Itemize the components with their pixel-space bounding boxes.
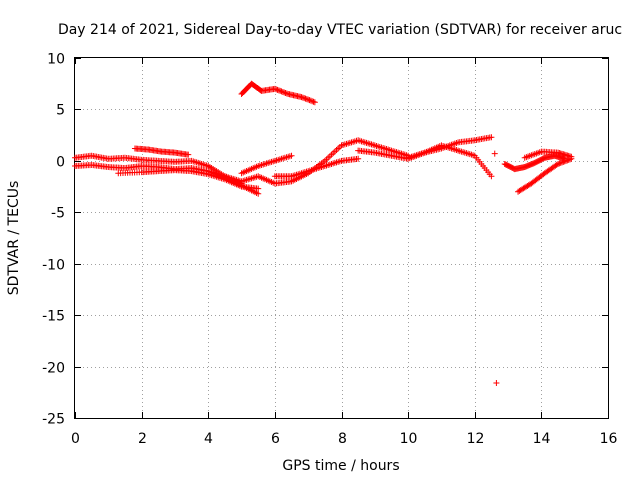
data-point bbox=[255, 185, 262, 192]
data-point bbox=[553, 161, 560, 168]
series-outliers bbox=[491, 150, 500, 387]
data-point bbox=[556, 160, 563, 167]
data-point bbox=[488, 134, 495, 141]
data-point bbox=[283, 90, 290, 97]
data-points bbox=[72, 80, 575, 387]
plot-frame bbox=[74, 57, 609, 419]
data-point bbox=[557, 159, 564, 166]
x-tick-label: 6 bbox=[271, 431, 280, 447]
x-axis-label: GPS time / hours bbox=[282, 458, 399, 474]
data-point bbox=[277, 87, 284, 94]
series-track-g bbox=[271, 155, 362, 180]
data-point bbox=[301, 95, 308, 102]
data-point bbox=[488, 173, 495, 180]
data-point bbox=[493, 380, 500, 387]
x-tick-label: 10 bbox=[400, 431, 418, 447]
axis-ticks bbox=[75, 58, 609, 419]
series-track-j bbox=[405, 142, 495, 180]
data-point bbox=[305, 96, 312, 103]
data-point bbox=[299, 94, 306, 101]
data-point bbox=[298, 94, 305, 101]
series-track-m bbox=[521, 148, 575, 161]
y-tick-label: 0 bbox=[56, 155, 65, 171]
data-point bbox=[568, 153, 575, 160]
data-point bbox=[273, 86, 280, 93]
x-tick-label: 12 bbox=[467, 431, 485, 447]
y-tick-labels: -25 -20 -15 -10 -5 0 5 10 bbox=[42, 52, 65, 428]
series-track-e bbox=[221, 137, 412, 187]
data-point bbox=[306, 97, 313, 104]
data-point bbox=[185, 151, 192, 158]
data-point bbox=[255, 190, 262, 197]
y-tick-label: -20 bbox=[42, 361, 65, 377]
data-point bbox=[491, 150, 498, 157]
y-tick-label: 10 bbox=[47, 52, 65, 68]
data-point bbox=[288, 152, 295, 159]
data-point bbox=[555, 160, 562, 167]
data-point bbox=[559, 159, 566, 166]
data-point bbox=[307, 97, 314, 104]
y-tick-label: -5 bbox=[51, 206, 65, 222]
data-point bbox=[563, 157, 570, 164]
data-point bbox=[309, 98, 316, 105]
data-point bbox=[303, 96, 310, 103]
x-tick-label: 0 bbox=[71, 431, 80, 447]
grid bbox=[75, 58, 608, 418]
x-tick-label: 4 bbox=[204, 431, 213, 447]
series-track-d bbox=[131, 145, 192, 158]
data-point bbox=[275, 87, 282, 94]
data-point bbox=[271, 85, 278, 92]
x-tick-labels: 0 2 4 6 8 10 12 14 16 bbox=[71, 431, 617, 447]
data-point bbox=[311, 99, 318, 106]
x-tick-label: 2 bbox=[138, 431, 147, 447]
data-point bbox=[302, 95, 309, 102]
y-tick-label: -15 bbox=[42, 309, 65, 325]
data-point bbox=[282, 89, 289, 96]
series-track-h bbox=[238, 80, 318, 106]
x-tick-label: 16 bbox=[600, 431, 618, 447]
data-point bbox=[279, 88, 286, 95]
data-point bbox=[561, 158, 568, 165]
data-point bbox=[560, 158, 567, 165]
series-track-f bbox=[238, 152, 295, 177]
data-point bbox=[281, 89, 288, 96]
y-axis-label: SDTVAR / TECUs bbox=[6, 181, 22, 296]
y-tick-label: 5 bbox=[56, 103, 65, 119]
data-point bbox=[355, 155, 362, 162]
y-tick-label: -10 bbox=[42, 258, 65, 274]
chart-title: Day 214 of 2021, Sidereal Day-to-day VTE… bbox=[58, 22, 622, 38]
series-track-c bbox=[115, 167, 262, 192]
data-point bbox=[278, 88, 285, 95]
data-point bbox=[310, 98, 317, 105]
x-tick-label: 8 bbox=[338, 431, 347, 447]
y-tick-label: -25 bbox=[42, 412, 65, 428]
x-tick-label: 14 bbox=[533, 431, 551, 447]
data-point bbox=[274, 86, 281, 93]
